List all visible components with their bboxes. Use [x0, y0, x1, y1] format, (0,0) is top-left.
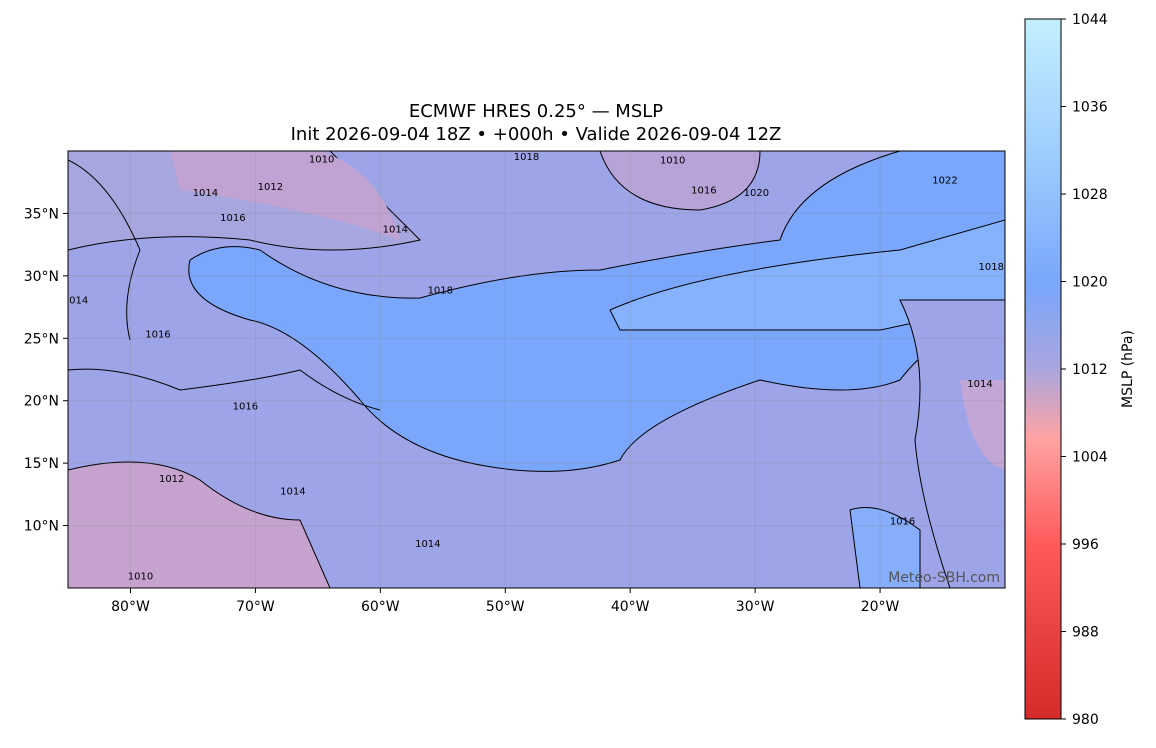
title-line: ECMWF HRES 0.25° — MSLP — [409, 101, 663, 122]
contour-label: 1016 — [233, 402, 258, 413]
y-tick-label: 10°N — [24, 519, 59, 535]
low-area — [960, 380, 1005, 470]
y-tick-label: 35°N — [24, 206, 59, 222]
y-tick-label: 25°N — [24, 331, 59, 347]
contour-label: 1010 — [660, 156, 685, 167]
contour-labels: 1010 1018 1010 1012 1014 1016 1014 1016 1020 1022… — [63, 152, 1004, 583]
contour-label: 1018 — [514, 152, 539, 163]
map-field: 1010 1018 1010 1012 1014 1016 1014 1016 1020 1022… — [63, 151, 1005, 588]
contour-label: 1016 — [691, 186, 716, 197]
land — [899, 299, 1005, 588]
high-area — [849, 507, 921, 588]
colorbar-tick-label: 1020 — [1072, 275, 1108, 291]
low-area — [68, 461, 331, 588]
x-tick-label: 20°W — [861, 599, 900, 615]
contour-label: 1014 — [193, 188, 218, 199]
x-tick-label: 60°W — [361, 599, 400, 615]
contour-label: 1010 — [128, 572, 153, 583]
map-frame — [67, 150, 1006, 589]
contour-label: 1016 — [890, 517, 915, 528]
x-tick-label: 50°W — [486, 599, 525, 615]
colorbar-label: MSLP (hPa) — [1120, 330, 1136, 408]
contour-label: 1016 — [145, 329, 170, 340]
contour-label: 1014 — [63, 296, 88, 307]
contour-label: 1020 — [744, 188, 769, 199]
high-area — [188, 151, 1005, 472]
axes: 80°W 70°W 60°W 50°W 40°W 30°W 20°W 10°N 15°N 20°N… — [24, 12, 1108, 728]
contour-label: 1010 — [309, 154, 334, 165]
colorbar-tick-label: 1044 — [1072, 12, 1108, 28]
x-tick-label: 40°W — [611, 599, 650, 615]
colorbar-tick-label: 980 — [1072, 712, 1099, 728]
contour-label: 1012 — [159, 474, 184, 485]
colorbar-tick-label: 1004 — [1072, 450, 1108, 466]
contour-label: 1012 — [258, 182, 283, 193]
x-tick-label: 70°W — [236, 599, 275, 615]
colorbar-tick-label: 996 — [1072, 537, 1099, 553]
x-tick-label: 30°W — [736, 599, 775, 615]
watermark: Meteo-SBH.com — [888, 570, 1000, 586]
contour-label: 1014 — [415, 539, 440, 550]
colorbar-tick-label: 1028 — [1072, 187, 1108, 203]
y-tick-label: 30°N — [24, 269, 59, 285]
coastline — [68, 159, 381, 411]
low-area — [170, 151, 400, 240]
low-area — [599, 151, 761, 211]
contour-label: 1018 — [428, 286, 453, 297]
contour-label: 1014 — [383, 224, 408, 235]
contour-label: 1018 — [979, 262, 1004, 273]
contour-label: 1014 — [967, 379, 992, 390]
x-tick-label: 80°W — [111, 599, 150, 615]
colorbar-tick-label: 1036 — [1072, 100, 1108, 116]
title-line: Init 2026-09-04 18Z • +000h • Valide 202… — [291, 124, 782, 145]
contour-label: 1014 — [280, 487, 305, 498]
colorbar — [1024, 18, 1062, 720]
contour-label: 1016 — [220, 213, 245, 224]
y-tick-label: 20°N — [24, 394, 59, 410]
colorbar-tick-label: 1012 — [1072, 362, 1108, 378]
y-tick-label: 15°N — [24, 456, 59, 472]
contour-label: 1022 — [932, 176, 957, 187]
colorbar-tick-label: 988 — [1072, 625, 1099, 641]
